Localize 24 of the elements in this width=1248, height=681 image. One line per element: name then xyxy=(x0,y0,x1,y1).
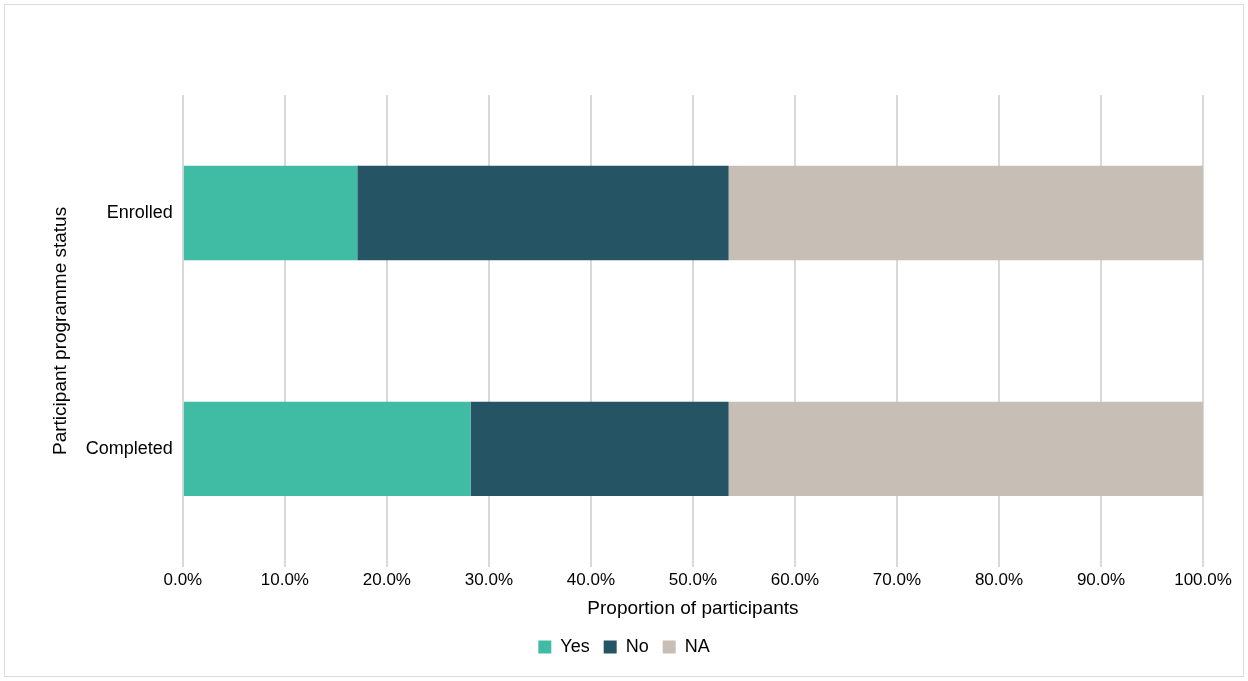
bar xyxy=(357,165,729,261)
x-tick-label: 50.0% xyxy=(668,569,718,589)
legend-label: No xyxy=(625,635,649,656)
legend-label: NA xyxy=(684,635,710,656)
x-tick-label: 90.0% xyxy=(1076,569,1126,589)
x-tick-label: 0.0% xyxy=(163,569,203,589)
legend-label: Yes xyxy=(560,635,590,656)
bar xyxy=(728,401,1203,497)
x-tick-label: 30.0% xyxy=(464,569,513,589)
x-tick-label: 10.0% xyxy=(260,569,309,589)
x-tick-label: 20.0% xyxy=(362,569,411,589)
x-tick-label: 100.0% xyxy=(1174,569,1232,589)
bar xyxy=(470,401,729,497)
y-tick-label: Enrolled xyxy=(106,201,173,222)
x-tick-label: 80.0% xyxy=(974,569,1024,589)
x-tick-label: 40.0% xyxy=(566,569,616,589)
bar xyxy=(183,165,358,261)
bar xyxy=(183,401,471,497)
y-axis-title: Participant programme status xyxy=(48,206,70,455)
x-tick-label: 70.0% xyxy=(872,569,922,589)
bar xyxy=(728,165,1203,261)
x-axis-title: Proportion of participants xyxy=(587,596,799,618)
y-tick-label: Completed xyxy=(85,437,173,458)
x-tick-label: 60.0% xyxy=(770,569,820,589)
